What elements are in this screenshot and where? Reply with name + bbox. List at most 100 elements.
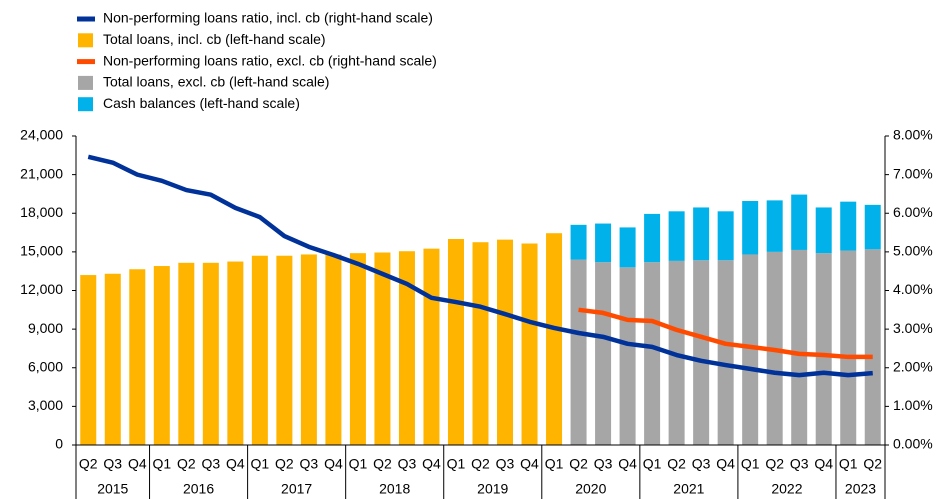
legend-line — [77, 59, 95, 65]
bar — [374, 252, 391, 445]
y-tick-label: 21,000 — [20, 165, 63, 181]
y2-tick-label: 1.00% — [893, 397, 933, 413]
x-tick-label: Q1 — [741, 456, 760, 472]
bar — [570, 224, 587, 260]
bar — [325, 254, 342, 445]
bar — [644, 213, 661, 263]
x-tick-label: Q2 — [177, 456, 196, 472]
y-tick-label: 12,000 — [20, 281, 63, 297]
bar — [398, 251, 415, 445]
y2-tick-label: 6.00% — [893, 204, 933, 220]
x-tick-label: Q4 — [716, 456, 735, 472]
x-tick-label: Q4 — [520, 456, 539, 472]
bar — [227, 261, 244, 445]
y-tick-label: 6,000 — [28, 358, 63, 374]
y2-tick-label: 4.00% — [893, 281, 933, 297]
y2-tick-label: 2.00% — [893, 358, 933, 374]
x-tick-label: Q1 — [152, 456, 171, 472]
x-group-label: 2015 — [97, 481, 128, 497]
line — [578, 307, 873, 360]
bar — [349, 253, 366, 445]
bar — [815, 253, 832, 445]
x-group-label: 2016 — [183, 481, 214, 497]
x-tick-label: Q1 — [251, 456, 270, 472]
x-tick-label: Q3 — [594, 456, 613, 472]
legend-label: Cash balances (left-hand scale) — [103, 95, 300, 111]
bar — [80, 275, 97, 445]
bar — [840, 201, 857, 251]
x-tick-label: Q1 — [447, 456, 466, 472]
x-tick-label: Q4 — [814, 456, 833, 472]
bar — [497, 239, 514, 445]
bar — [840, 250, 857, 445]
bar — [276, 255, 293, 445]
bar — [423, 248, 440, 445]
bar — [619, 227, 636, 268]
legend-line — [77, 16, 95, 22]
x-group-label: 2019 — [477, 481, 508, 497]
legend-swatch — [78, 97, 93, 112]
bar — [104, 273, 121, 445]
x-tick-label: Q2 — [373, 456, 392, 472]
y-tick-label: 15,000 — [20, 243, 63, 259]
y-tick-label: 3,000 — [28, 397, 63, 413]
legend-swatch — [78, 33, 93, 48]
x-group-label: 2023 — [845, 481, 876, 497]
x-tick-label: Q3 — [398, 456, 417, 472]
bar — [129, 269, 146, 445]
x-tick-label: Q3 — [790, 456, 809, 472]
legend-label: Total loans, excl. cb (left-hand scale) — [103, 74, 329, 90]
bar — [570, 259, 587, 445]
x-tick-label: Q3 — [201, 456, 220, 472]
bar — [717, 260, 734, 445]
x-tick-label: Q1 — [643, 456, 662, 472]
y2-tick-label: 3.00% — [893, 320, 933, 336]
x-tick-label: Q2 — [569, 456, 588, 472]
x-tick-label: Q2 — [471, 456, 490, 472]
bar — [717, 211, 734, 261]
y-tick-label: 24,000 — [20, 127, 63, 143]
x-tick-label: Q3 — [692, 456, 711, 472]
legend-label: Total loans, incl. cb (left-hand scale) — [103, 31, 326, 47]
bar — [693, 260, 710, 445]
x-tick-label: Q4 — [128, 456, 147, 472]
x-group-label: 2017 — [281, 481, 312, 497]
bar — [546, 233, 563, 445]
bar — [766, 200, 783, 252]
y-tick-label: 18,000 — [20, 204, 63, 220]
x-tick-label: Q1 — [839, 456, 858, 472]
x-tick-label: Q2 — [79, 456, 98, 472]
bar — [595, 262, 612, 445]
y2-tick-label: 8.00% — [893, 127, 933, 143]
legend-label: Non-performing loans ratio, incl. cb (ri… — [103, 10, 433, 26]
bar — [300, 254, 317, 445]
x-tick-label: Q2 — [667, 456, 686, 472]
y-tick-label: 9,000 — [28, 320, 63, 336]
legend-swatch — [78, 75, 93, 90]
x-tick-label: Q4 — [324, 456, 343, 472]
x-tick-label: Q4 — [226, 456, 245, 472]
bar — [742, 201, 759, 255]
bar — [644, 262, 661, 445]
x-tick-label: Q3 — [103, 456, 122, 472]
bar — [693, 207, 710, 261]
x-group-label: 2022 — [771, 481, 802, 497]
x-tick-label: Q4 — [422, 456, 441, 472]
x-group-label: 2018 — [379, 481, 410, 497]
x-group-label: 2021 — [673, 481, 704, 497]
x-tick-label: Q2 — [765, 456, 784, 472]
bar — [251, 255, 268, 445]
bar — [742, 254, 759, 445]
bar — [864, 249, 881, 445]
y-tick-label: 0 — [55, 436, 63, 452]
bar — [668, 211, 685, 261]
bar — [595, 223, 612, 263]
x-tick-label: Q2 — [275, 456, 294, 472]
bar — [472, 242, 489, 445]
x-tick-label: Q2 — [863, 456, 882, 472]
y2-tick-label: 5.00% — [893, 243, 933, 259]
x-tick-label: Q1 — [545, 456, 564, 472]
bar — [153, 266, 170, 445]
legend-label: Non-performing loans ratio, excl. cb (ri… — [103, 52, 437, 68]
